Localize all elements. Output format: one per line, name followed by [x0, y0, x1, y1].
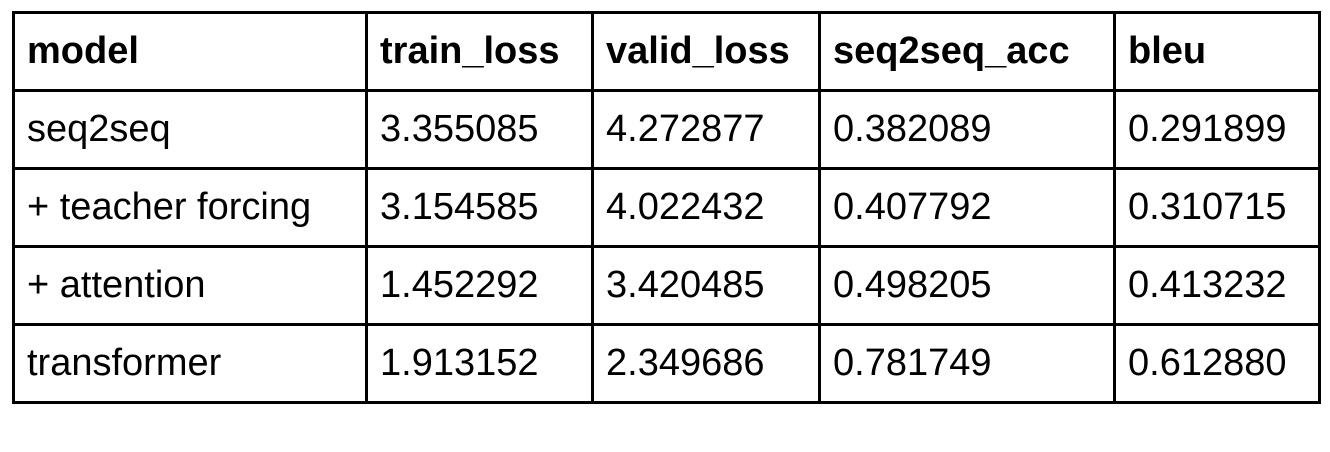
table-row: + teacher forcing 3.154585 4.022432 0.40… — [12, 167, 1321, 248]
cell-model: seq2seq — [12, 89, 368, 170]
cell-bleu: 0.291899 — [1113, 89, 1321, 170]
header-model: model — [12, 11, 368, 92]
header-bleu: bleu — [1113, 11, 1321, 92]
header-seq2seq-acc: seq2seq_acc — [818, 11, 1116, 92]
cell-valid-loss: 2.349686 — [591, 323, 821, 404]
cell-train-loss: 3.355085 — [365, 89, 594, 170]
cell-bleu: 0.413232 — [1113, 245, 1321, 326]
cell-train-loss: 3.154585 — [365, 167, 594, 248]
table-header: model train_loss valid_loss seq2seq_acc … — [12, 11, 1321, 92]
cell-valid-loss: 3.420485 — [591, 245, 821, 326]
cell-valid-loss: 4.272877 — [591, 89, 821, 170]
cell-valid-loss: 4.022432 — [591, 167, 821, 248]
header-train-loss: train_loss — [365, 11, 594, 92]
cell-seq2seq-acc: 0.781749 — [818, 323, 1116, 404]
results-table: model train_loss valid_loss seq2seq_acc … — [12, 11, 1321, 404]
cell-bleu: 0.310715 — [1113, 167, 1321, 248]
cell-model: + attention — [12, 245, 368, 326]
cell-seq2seq-acc: 0.382089 — [818, 89, 1116, 170]
cell-train-loss: 1.452292 — [365, 245, 594, 326]
cell-seq2seq-acc: 0.498205 — [818, 245, 1116, 326]
table-row: transformer 1.913152 2.349686 0.781749 0… — [12, 323, 1321, 404]
cell-bleu: 0.612880 — [1113, 323, 1321, 404]
header-valid-loss: valid_loss — [591, 11, 821, 92]
cell-model: + teacher forcing — [12, 167, 368, 248]
header-row: model train_loss valid_loss seq2seq_acc … — [12, 11, 1321, 92]
table-body: seq2seq 3.355085 4.272877 0.382089 0.291… — [12, 89, 1321, 404]
table-row: seq2seq 3.355085 4.272877 0.382089 0.291… — [12, 89, 1321, 170]
cell-model: transformer — [12, 323, 368, 404]
cell-train-loss: 1.913152 — [365, 323, 594, 404]
table-row: + attention 1.452292 3.420485 0.498205 0… — [12, 245, 1321, 326]
cell-seq2seq-acc: 0.407792 — [818, 167, 1116, 248]
